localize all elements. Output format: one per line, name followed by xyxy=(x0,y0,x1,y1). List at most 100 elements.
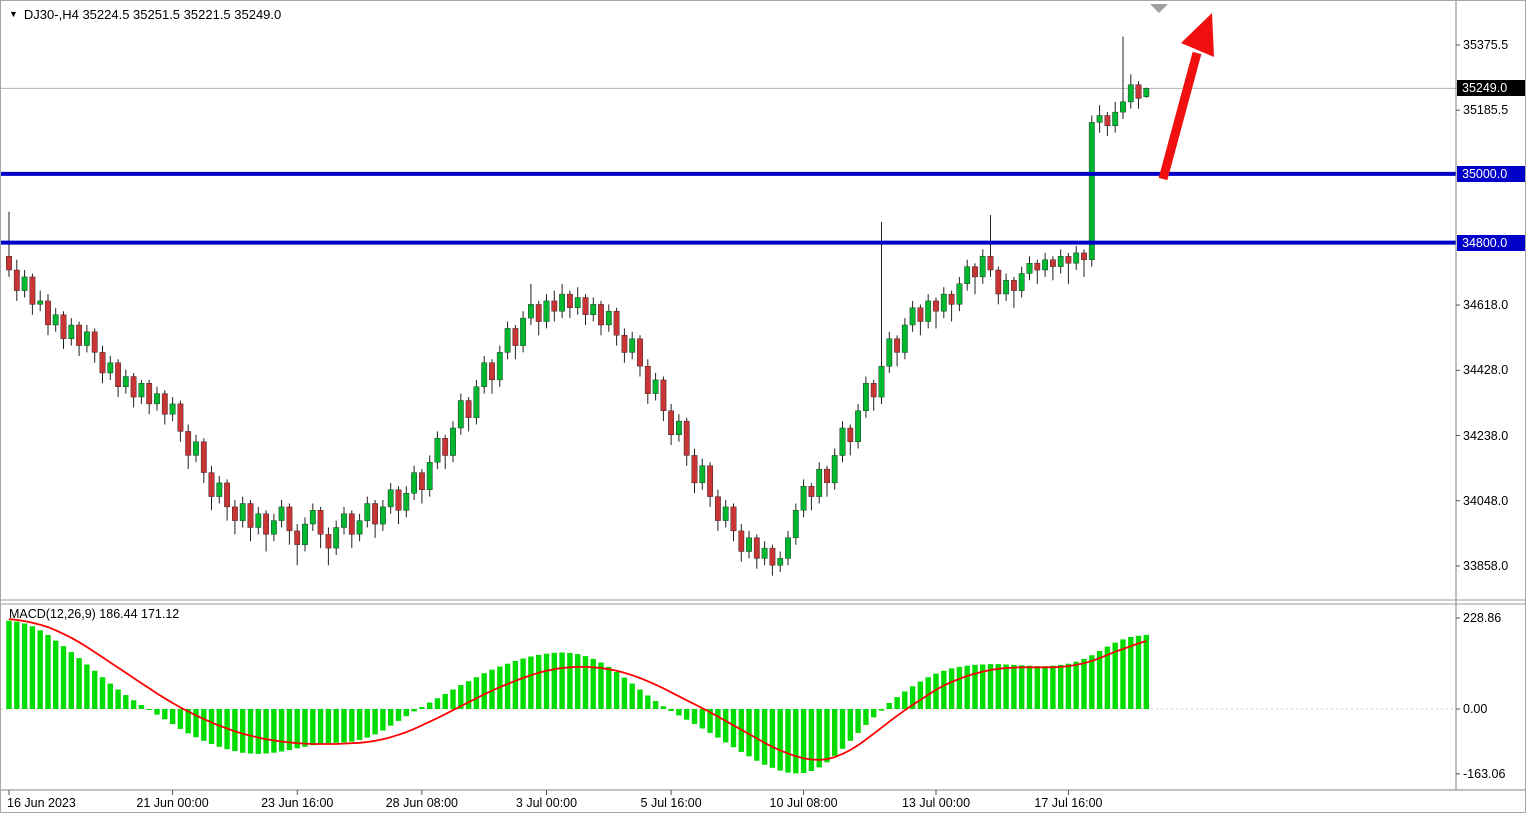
candle-bull xyxy=(450,427,456,456)
candle-bull xyxy=(964,266,971,285)
candle-bear xyxy=(45,300,51,326)
trend-arrow-head[interactable] xyxy=(1181,13,1214,57)
candle-bear xyxy=(738,530,745,552)
candle-bear xyxy=(1135,84,1142,99)
candle-bull xyxy=(839,427,846,456)
macd-histogram-bar xyxy=(691,709,698,725)
time-axis-label: 23 Jun 16:00 xyxy=(261,796,334,810)
macd-histogram-bar xyxy=(364,709,370,738)
candle-bull xyxy=(169,403,176,415)
candle-bear xyxy=(442,438,449,456)
candle-bear xyxy=(808,486,815,497)
candle-bear xyxy=(613,311,620,336)
candle-bull xyxy=(356,520,363,535)
frame-layer xyxy=(1,1,1525,795)
candle-bear xyxy=(419,472,425,491)
macd-histogram-bar xyxy=(886,703,892,709)
symbol-dropdown-icon[interactable]: ▼ xyxy=(9,9,18,19)
price-axis-label: 35185.5 xyxy=(1463,103,1509,118)
current-price-badge: 35249.0 xyxy=(1457,80,1525,97)
candle-bull xyxy=(886,338,893,367)
candle-bull xyxy=(1042,259,1049,271)
price-axis-label: 35375.5 xyxy=(1463,38,1509,52)
candle-bear xyxy=(372,503,378,525)
candle-bull xyxy=(940,293,947,312)
macd-histogram-bar xyxy=(130,700,137,709)
macd-histogram-bar xyxy=(255,709,261,754)
candle-bull xyxy=(481,362,488,387)
candle-bull xyxy=(800,486,807,511)
macd-histogram-bar xyxy=(645,695,651,709)
candle-bull xyxy=(341,513,347,528)
candle-bear xyxy=(995,269,1002,295)
macd-histogram-bar xyxy=(894,697,900,709)
trend-arrow-shaft[interactable] xyxy=(1158,51,1202,181)
chart-shift-marker-icon[interactable] xyxy=(1150,4,1168,13)
macd-histogram-bar xyxy=(185,709,191,734)
candle-bear xyxy=(660,379,667,411)
candle-bull xyxy=(504,328,511,353)
candle-bear xyxy=(317,510,324,535)
candle-bear xyxy=(6,256,12,271)
candle-bear xyxy=(325,534,332,549)
macd-histogram-bar xyxy=(411,709,417,712)
candle-bear xyxy=(115,362,122,387)
macd-histogram-bar xyxy=(504,663,511,709)
macd-histogram-bar xyxy=(715,709,721,738)
macd-histogram-bar xyxy=(356,709,363,740)
macd-histogram-bar xyxy=(123,695,129,709)
candle-bull xyxy=(831,455,838,484)
macd-histogram-bar xyxy=(1011,664,1017,709)
candle-bear xyxy=(753,537,760,559)
macd-histogram-bar xyxy=(169,709,176,725)
macd-histogram-bar xyxy=(520,658,526,709)
candle-bull xyxy=(138,383,145,398)
macd-histogram-bar xyxy=(372,709,378,735)
macd-histogram-bar xyxy=(793,709,799,774)
candle-bull xyxy=(1096,115,1103,123)
candle-bear xyxy=(1104,115,1111,127)
macd-histogram-bar xyxy=(53,640,59,709)
macd-histogram-bar xyxy=(761,709,768,765)
annotation-layer xyxy=(1158,13,1214,181)
candle-bear xyxy=(348,513,355,535)
macd-histogram-bar xyxy=(162,709,168,720)
time-axis[interactable]: 16 Jun 2023 21 Jun 00:00 23 Jun 16:00 28 Ju… xyxy=(1,794,1525,812)
candle-bull xyxy=(792,510,799,538)
candle-bear xyxy=(715,496,721,521)
macd-histogram-bar xyxy=(676,709,682,716)
candle-bull xyxy=(37,300,44,305)
candle-bull xyxy=(528,304,534,319)
macd-histogram-bar xyxy=(598,662,604,709)
macd-histogram-bar xyxy=(473,677,480,709)
macd-histogram-bar xyxy=(325,709,332,744)
macd-histogram-bar xyxy=(668,709,674,711)
candle-bear xyxy=(99,352,106,374)
macd-histogram-bar xyxy=(925,677,931,709)
candle-bear xyxy=(598,304,604,326)
candle-bear xyxy=(894,338,901,353)
candle-bear xyxy=(948,293,955,305)
macd-histogram-bar xyxy=(948,668,955,709)
macd-histogram-bar xyxy=(1065,663,1072,709)
macd-histogram-bar xyxy=(652,701,659,709)
macd-histogram-bar xyxy=(232,709,238,752)
candle-bull xyxy=(761,547,768,559)
macd-histogram-bar xyxy=(1112,642,1118,709)
candle-bear xyxy=(917,307,924,322)
macd-histogram-bar xyxy=(99,677,106,709)
macd-histogram-bar xyxy=(847,709,853,741)
macd-histogram-bar xyxy=(590,658,596,709)
candle-bull xyxy=(855,410,862,442)
candle-bull xyxy=(979,256,986,278)
macd-histogram-bar xyxy=(29,626,36,709)
gridlines-layer xyxy=(1,87,1456,710)
macd-histogram-bar xyxy=(201,709,207,741)
macd-histogram-bar xyxy=(434,698,441,709)
macd-histogram-bar xyxy=(551,652,557,709)
candle-bear xyxy=(91,331,98,353)
candle-bull xyxy=(699,465,706,484)
candle-bull xyxy=(816,468,823,497)
